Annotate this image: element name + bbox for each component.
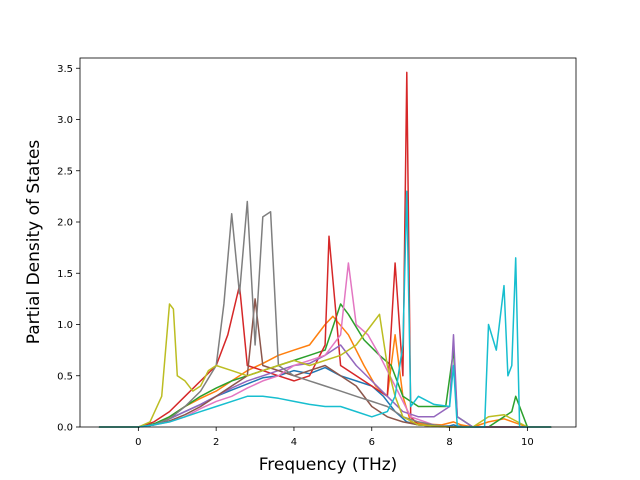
x-tick-label: 2 <box>213 437 219 448</box>
series-line-10 <box>98 190 552 428</box>
x-tick-label: 0 <box>135 437 141 448</box>
y-tick-label: 3.0 <box>57 115 73 126</box>
plot-background <box>80 58 576 427</box>
x-axis-title: Frequency (THz) <box>259 455 398 475</box>
y-tick-label: 2.5 <box>57 166 73 177</box>
x-tick-label: 6 <box>369 437 375 448</box>
x-tick-label: 10 <box>521 437 534 448</box>
series-line-5 <box>98 334 552 428</box>
y-axis-title: Partial Density of States <box>24 140 44 345</box>
x-tick-label: 4 <box>291 437 297 448</box>
y-tick-label: 1.0 <box>57 320 73 331</box>
x-tick-label: 8 <box>446 437 452 448</box>
y-tick-label: 3.5 <box>57 64 73 75</box>
series-line-9 <box>98 303 552 428</box>
y-tick-label: 0.0 <box>57 423 73 434</box>
plot-frame <box>79 57 577 428</box>
x-axis-ticks: 0 2 4 6 8 10 <box>135 427 534 448</box>
y-tick-label: 1.5 <box>57 269 73 280</box>
y-tick-label: 0.5 <box>57 371 73 382</box>
y-axis-ticks: 0.0 0.5 1.0 1.5 2.0 2.5 3.0 3.5 <box>57 64 80 434</box>
series-layer <box>98 71 552 428</box>
y-tick-label: 2.0 <box>57 218 73 229</box>
